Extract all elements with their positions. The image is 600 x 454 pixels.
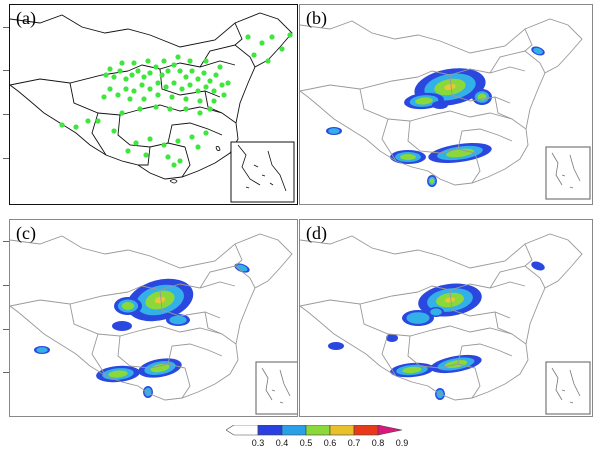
axis-tick [3, 158, 9, 159]
axis-tick [3, 114, 9, 115]
axis-tick [3, 70, 9, 71]
panel-label: (a) [16, 8, 36, 28]
colorbar-tick-label: 0.8 [372, 438, 385, 448]
colorbar-tick-label: 0.5 [300, 438, 313, 448]
probability-contours [326, 46, 545, 187]
map-svg [10, 12, 295, 203]
panel-label: (c) [16, 223, 36, 243]
colorbar-tick-label: 0.3 [252, 438, 265, 448]
colorbar-tick-label: 0.4 [276, 438, 289, 448]
colorbar-segment [257, 424, 283, 436]
station-markers [59, 32, 293, 168]
panel-label: (b) [306, 8, 327, 28]
panel-label: (d) [306, 223, 327, 243]
panel-d-probability-map: (d) [299, 219, 593, 417]
map-svg [300, 18, 591, 200]
colorbar-tick-label: 0.6 [324, 438, 337, 448]
south-china-sea-inset [230, 141, 295, 203]
colorbar-segment [225, 424, 259, 436]
axis-tick [3, 27, 9, 28]
base-map [10, 233, 297, 415]
axis-tick [3, 329, 9, 330]
base-map [300, 233, 591, 415]
colorbar-svg: 0.3 0.4 0.5 0.6 0.7 0.8 0.9 [225, 420, 409, 448]
colorbar-segment [353, 424, 379, 436]
colorbar: 0.3 0.4 0.5 0.6 0.7 0.8 0.9 [225, 420, 416, 449]
axis-tick [3, 241, 9, 242]
probability-contours [34, 263, 250, 398]
panel-c-probability-map: (c) [9, 219, 298, 417]
axis-tick [3, 372, 9, 373]
china-boundaries [10, 12, 293, 180]
map-svg [10, 233, 297, 415]
colorbar-tick-label: 0.9 [396, 438, 409, 448]
colorbar-segment [305, 424, 331, 436]
axis-tick [3, 285, 9, 286]
panel-a-station-map: (a) [9, 4, 298, 205]
panel-b-probability-map: (b) [299, 4, 593, 205]
colorbar-segment [377, 424, 403, 436]
colorbar-tick-label: 0.7 [348, 438, 361, 448]
colorbar-segment [281, 424, 307, 436]
map-svg [300, 233, 591, 415]
base-map [300, 18, 591, 200]
colorbar-segment [329, 424, 355, 436]
